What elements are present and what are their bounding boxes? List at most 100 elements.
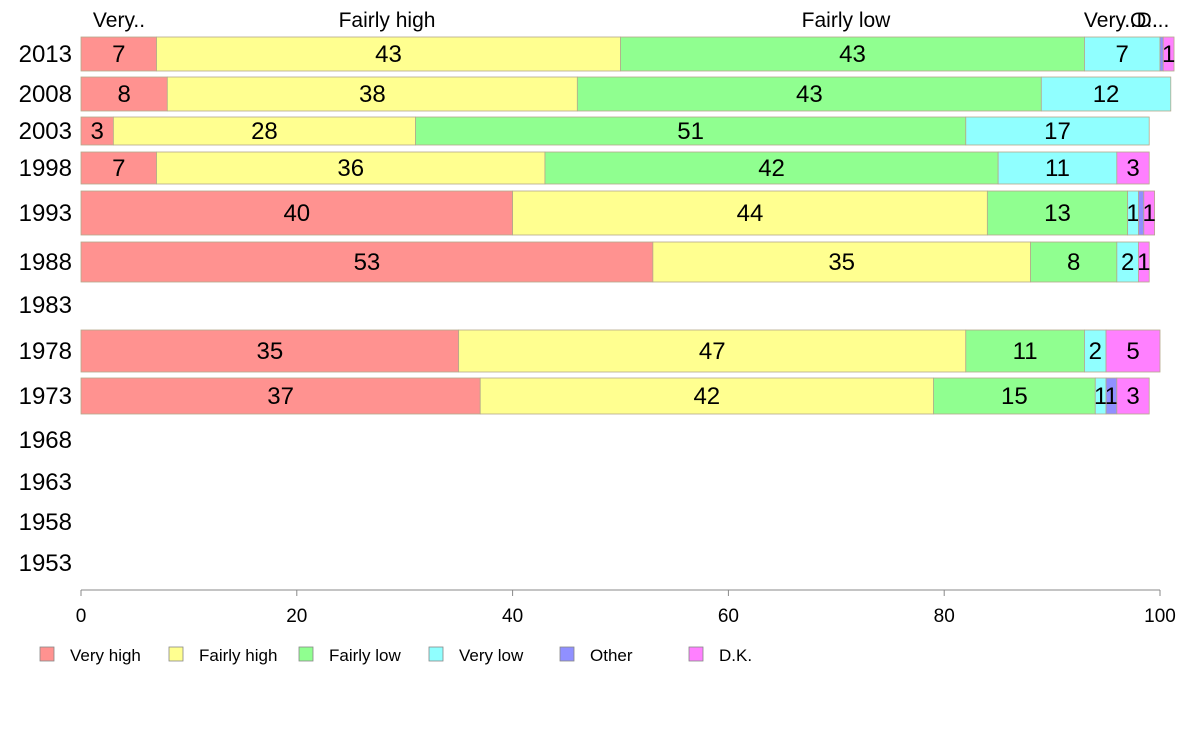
- legend-label: D.K.: [719, 646, 752, 665]
- data-label: 1: [1105, 383, 1118, 410]
- category-label: 1973: [19, 383, 72, 410]
- segment-header-label: Fairly high: [339, 9, 436, 32]
- bar-segment: [965, 116, 1150, 146]
- bar-segment: [156, 36, 621, 72]
- data-label: 1: [1126, 200, 1139, 227]
- bar-segment: [512, 190, 988, 236]
- category-label: 1958: [19, 509, 72, 536]
- data-label: 17: [1044, 118, 1071, 145]
- legend-swatch: [39, 646, 55, 662]
- category-label: 1983: [19, 292, 72, 319]
- category-label: 1993: [19, 200, 72, 227]
- data-label: 44: [737, 200, 764, 227]
- category-label: 2008: [19, 81, 72, 108]
- bar-segment: [80, 76, 168, 112]
- data-label: 40: [283, 200, 310, 227]
- bar-segment: [933, 377, 1096, 415]
- data-label: 3: [1126, 383, 1139, 410]
- legend-swatch: [168, 646, 184, 662]
- bar-segment: [458, 329, 967, 373]
- category-label: 1998: [19, 155, 72, 182]
- bar-segment: [156, 151, 546, 185]
- bar-segment: [965, 329, 1085, 373]
- x-tick-label: 40: [502, 606, 523, 627]
- bar-segment: [576, 76, 1042, 112]
- bar-segment: [80, 377, 481, 415]
- data-label: 7: [1116, 41, 1129, 68]
- category-label: 1978: [19, 338, 72, 365]
- data-label: 36: [337, 155, 364, 182]
- category-label: 2003: [19, 118, 72, 145]
- segment-header-label: D...: [1137, 9, 1170, 32]
- legend-label: Fairly high: [199, 646, 277, 665]
- segment-header-label: Very..: [1084, 9, 1136, 32]
- bar-segment: [620, 36, 1085, 72]
- data-label: 7: [112, 155, 125, 182]
- data-label: 1: [1094, 383, 1107, 410]
- data-label: 43: [796, 81, 823, 108]
- bar-segment: [415, 116, 967, 146]
- data-label: 1: [1162, 41, 1175, 68]
- x-tick-label: 20: [286, 606, 307, 627]
- legend-label: Very low: [459, 646, 524, 665]
- data-label: 11: [1045, 155, 1070, 182]
- data-label: 47: [699, 338, 726, 365]
- data-label: 15: [1001, 383, 1028, 410]
- legend-label: Very high: [70, 646, 141, 665]
- bar-segment: [80, 241, 654, 283]
- data-label: 28: [251, 118, 278, 145]
- bar-segment: [544, 151, 999, 185]
- data-label: 35: [828, 249, 855, 276]
- legend-swatch: [688, 646, 704, 662]
- bar-segment: [1143, 190, 1156, 236]
- data-label: 13: [1044, 200, 1071, 227]
- bar-segment: [1040, 76, 1172, 112]
- x-tick-label: 0: [76, 606, 87, 627]
- bar-segment: [652, 241, 1031, 283]
- data-label: 1: [1137, 249, 1150, 276]
- bar-segment: [1138, 241, 1150, 283]
- bar-segment: [1116, 377, 1150, 415]
- data-label: 3: [91, 118, 104, 145]
- segment-header-label: Fairly low: [802, 9, 892, 32]
- segment-header-label: O..: [1130, 9, 1158, 32]
- data-label: 8: [1067, 249, 1080, 276]
- x-tick-label: 100: [1144, 606, 1176, 627]
- bar-segment: [166, 76, 578, 112]
- bar-segment: [80, 190, 514, 236]
- data-label: 43: [375, 41, 402, 68]
- category-label: 2013: [19, 41, 72, 68]
- data-label: 2: [1089, 338, 1102, 365]
- segment-header-label: Very..: [93, 9, 145, 32]
- legend-swatch: [559, 646, 575, 662]
- bar-segment: [1030, 241, 1118, 283]
- data-label: 8: [117, 81, 130, 108]
- data-label: 5: [1126, 338, 1139, 365]
- data-label: 42: [758, 155, 785, 182]
- bar-segment: [80, 151, 157, 185]
- category-label: 1963: [19, 469, 72, 496]
- bar-segment: [80, 116, 114, 146]
- legend-label: Fairly low: [329, 646, 402, 665]
- bar-segment: [1116, 151, 1150, 185]
- data-label: 11: [1013, 338, 1038, 365]
- category-label: 1953: [19, 550, 72, 577]
- data-label: 53: [354, 249, 381, 276]
- bar-segment: [986, 190, 1129, 236]
- x-tick-label: 80: [934, 606, 955, 627]
- bar-segment: [80, 36, 157, 72]
- legend-swatch: [298, 646, 314, 662]
- data-label: 7: [112, 41, 125, 68]
- data-label: 38: [359, 81, 386, 108]
- data-label: 42: [693, 383, 720, 410]
- data-label: 37: [267, 383, 294, 410]
- legend-label: Other: [590, 646, 633, 665]
- bar-segment: [997, 151, 1118, 185]
- x-tick-label: 60: [718, 606, 739, 627]
- data-label: 1: [1143, 200, 1156, 227]
- legend-swatch: [428, 646, 444, 662]
- bar-segment: [1105, 329, 1161, 373]
- data-label: 12: [1093, 81, 1120, 108]
- bar-segment: [80, 329, 460, 373]
